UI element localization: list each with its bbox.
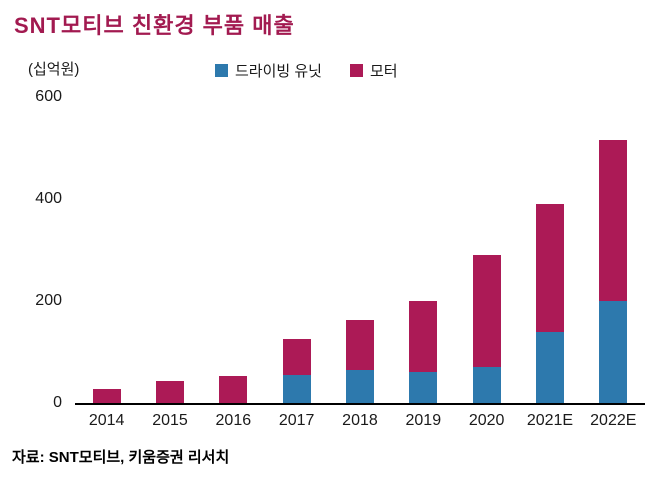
bar-segment-드라이빙 유닛 (345, 369, 374, 403)
legend-item: 드라이빙 유닛 (215, 60, 322, 81)
x-tick-label: 2015 (152, 412, 188, 429)
y-axis: 0 200 400 600 (0, 88, 62, 411)
x-tick-label: 2018 (342, 412, 378, 429)
y-tick-label: 200 (35, 292, 62, 309)
bar-segment-드라이빙 유닛 (409, 372, 438, 403)
bar-segment-드라이빙 유닛 (599, 301, 628, 403)
bar-2021E (535, 97, 564, 403)
bar-segment-모터 (535, 204, 564, 332)
bar-segment-모터 (472, 255, 501, 368)
x-tick-label: 2016 (215, 412, 252, 429)
bar-segment-모터 (92, 389, 121, 403)
bar-2017 (282, 97, 311, 403)
source-note: 자료: SNT모티브, 키움증권 리서치 (12, 449, 230, 466)
bar-segment-드라이빙 유닛 (472, 367, 501, 403)
y-axis-unit-label: (십억원) (28, 61, 80, 78)
bar-2016 (219, 97, 248, 403)
bar-2015 (155, 97, 184, 403)
legend-item: 모터 (349, 60, 398, 81)
bar-2019 (409, 97, 438, 403)
bar-segment-모터 (409, 301, 438, 373)
legend-label: 모터 (369, 63, 398, 80)
bar-segment-모터 (219, 376, 248, 403)
x-tick-label: 2017 (278, 412, 315, 429)
x-tick-label: 2020 (468, 412, 505, 429)
bar-segment-드라이빙 유닛 (282, 374, 311, 403)
bar-2014 (92, 97, 121, 403)
bar-2020 (472, 97, 501, 403)
x-axis-labels: 2014 2015 2016 2017 2018 2019 2020 2021E 2022E (75, 412, 645, 430)
plot-area (75, 97, 645, 405)
y-tick-label: 400 (35, 190, 62, 207)
bar-segment-모터 (345, 319, 374, 370)
bar-segment-드라이빙 유닛 (535, 331, 564, 403)
bar-segment-모터 (599, 140, 628, 301)
chart-title: SNT모티브 친환경 부품 매출 (14, 13, 295, 38)
x-tick-label: 2014 (88, 412, 125, 429)
x-tick-label: 2019 (405, 412, 442, 429)
bar-2022E (599, 97, 628, 403)
legend-swatch-icon (349, 64, 363, 77)
bar-2018 (345, 97, 374, 403)
legend-swatch-icon (215, 64, 228, 77)
x-tick-label: 2021E (526, 412, 574, 429)
bar-segment-모터 (155, 381, 184, 403)
y-tick-label: 0 (53, 394, 62, 411)
x-tick-label: 2022E (590, 412, 637, 429)
legend: 드라이빙 유닛 모터 (215, 60, 398, 81)
bar-segment-모터 (282, 339, 311, 375)
legend-label: 드라이빙 유닛 (235, 63, 322, 80)
y-tick-label: 600 (35, 88, 62, 105)
